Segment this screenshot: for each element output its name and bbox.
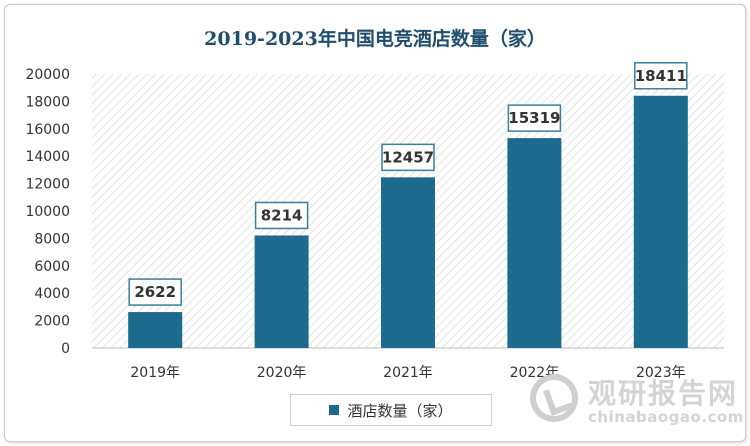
data-label: 2622 [134, 283, 176, 301]
data-label: 18411 [635, 67, 687, 85]
data-labels: 2622 8214 12457 15319 18411 [128, 62, 688, 306]
y-tick-label: 18000 [25, 94, 70, 110]
y-tick-label: 20000 [25, 67, 70, 83]
x-tick-label: 2023年 [636, 365, 686, 381]
y-axis: 0 2000 4000 6000 8000 10000 12000 14000 16000 180… [25, 67, 70, 357]
y-tick-label: 2000 [34, 314, 70, 330]
x-tick-label: 2019年 [130, 365, 180, 381]
y-tick-label: 4000 [34, 286, 70, 302]
legend-label: 酒店数量（家） [347, 401, 453, 420]
data-label-box [254, 201, 309, 230]
bar [128, 312, 183, 348]
data-label-box [128, 278, 182, 306]
y-tick-label: 14000 [25, 149, 70, 165]
data-label: 8214 [261, 206, 303, 224]
watermark-name: 观研报告网 [588, 377, 739, 410]
data-label: 15319 [508, 109, 560, 127]
y-tick-label: 16000 [25, 122, 70, 138]
watermark-url: chinabaogao.com [588, 408, 744, 426]
bar [633, 95, 688, 348]
bar-series [128, 95, 688, 348]
y-tick-label: 12000 [25, 177, 70, 193]
chart-title: 2019-2023年中国电竞酒店数量（家） [204, 28, 546, 50]
bar [254, 235, 309, 348]
y-tick-label: 8000 [34, 231, 70, 247]
bar [507, 138, 562, 348]
watermark: 观研报告网 chinabaogao.com [523, 367, 743, 432]
y-tick-label: 6000 [34, 259, 70, 275]
data-label: 12457 [382, 148, 434, 166]
x-tick-label: 2020年 [257, 365, 307, 381]
data-label-box [634, 62, 688, 90]
x-tick-label: 2021年 [383, 365, 433, 381]
legend: 酒店数量（家） [290, 394, 492, 426]
legend-swatch [329, 405, 340, 415]
y-tick-label: 10000 [25, 204, 70, 220]
watermark-logo-icon [523, 367, 585, 429]
data-label-box [381, 143, 435, 172]
data-label-box [507, 104, 562, 132]
bar [381, 177, 435, 348]
y-tick-label: 0 [61, 341, 70, 357]
